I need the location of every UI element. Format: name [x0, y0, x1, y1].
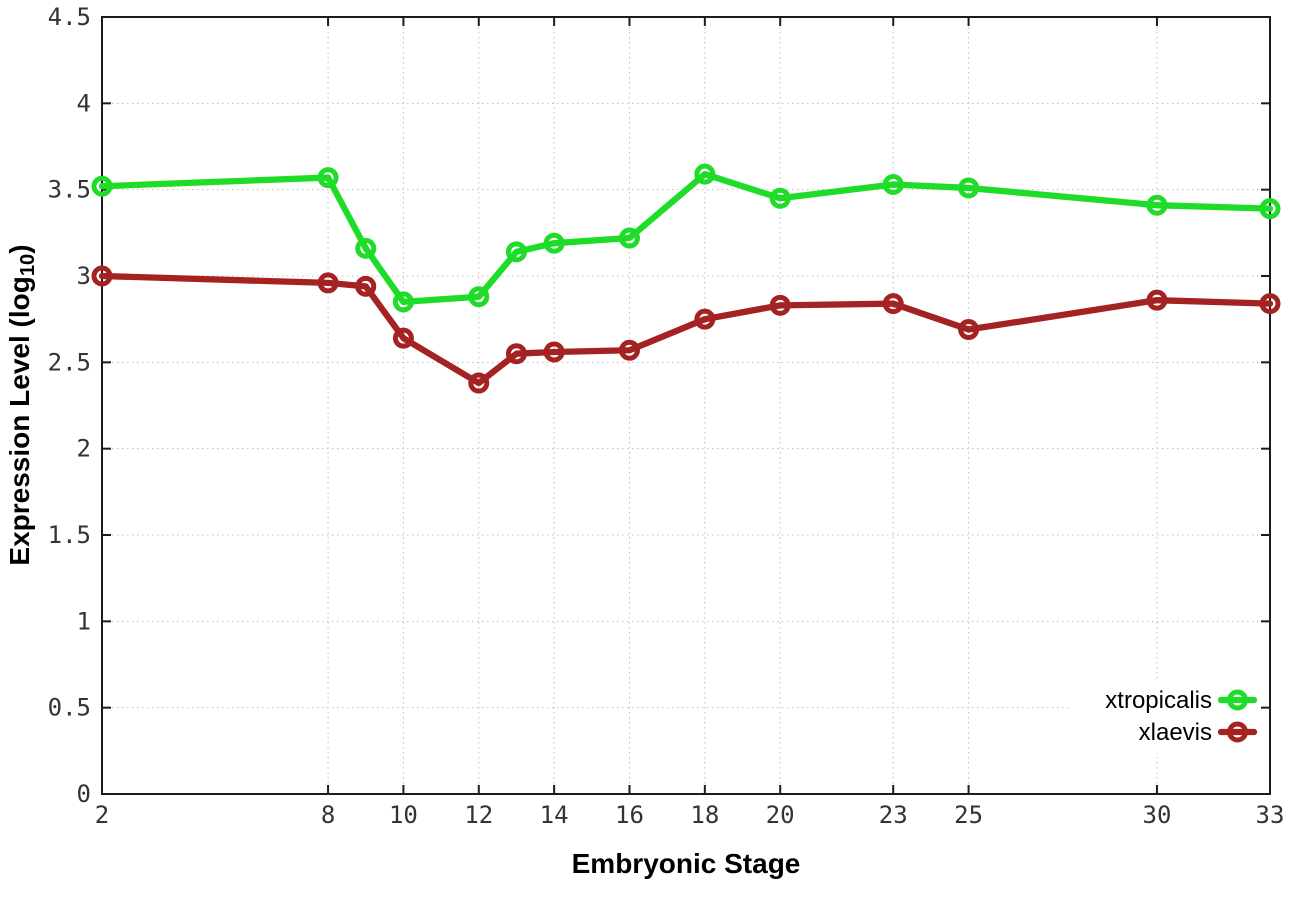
x-tick-label: 10 [389, 801, 418, 829]
x-tick-label: 25 [954, 801, 983, 829]
y-tick-label: 1 [77, 607, 91, 635]
data-point-xlaevis [618, 339, 640, 361]
data-point-xtropicalis [1146, 194, 1168, 216]
x-tick-label: 12 [464, 801, 493, 829]
y-axis-title-end: ) [3, 244, 35, 254]
series-line-xlaevis [98, 272, 1274, 387]
data-point-xlaevis [1259, 293, 1281, 315]
x-axis-title: Embryonic Stage [572, 848, 801, 880]
x-tick-label: 23 [879, 801, 908, 829]
y-axis-title-subscript: 10 [17, 253, 40, 277]
data-point-xlaevis [694, 308, 716, 330]
y-tick-label: 3.5 [48, 176, 91, 204]
y-tick-label: 0.5 [48, 694, 91, 722]
series-line-xtropicalis [98, 170, 1274, 306]
x-tick-label: 30 [1143, 801, 1172, 829]
x-tick-label: 20 [766, 801, 795, 829]
x-tick-label: 8 [321, 801, 335, 829]
data-point-xtropicalis [958, 177, 980, 199]
data-point-xlaevis [317, 272, 339, 294]
data-point-xlaevis [958, 319, 980, 341]
data-point-xlaevis [505, 343, 527, 365]
y-axis-title: Expression Level (log10) [4, 244, 40, 565]
y-tick-label: 3 [77, 262, 91, 290]
legend-sample-marker-xlaevis [1227, 721, 1248, 743]
legend-label-xlaevis: xlaevis [1139, 719, 1212, 746]
data-point-xlaevis [543, 341, 565, 363]
y-tick-label: 4.5 [48, 3, 91, 31]
x-tick-label: 33 [1256, 801, 1285, 829]
y-tick-label: 0 [77, 780, 91, 808]
legend-sample-marker-xtropicalis [1227, 689, 1248, 711]
y-tick-label: 1.5 [48, 521, 91, 549]
data-point-xlaevis [468, 372, 490, 394]
data-point-xtropicalis [543, 232, 565, 254]
data-point-xtropicalis [618, 227, 640, 249]
plot-border [101, 16, 1271, 795]
y-tick-label: 2 [77, 435, 91, 463]
data-point-xtropicalis [882, 173, 904, 195]
data-point-xtropicalis [91, 175, 113, 197]
data-point-xtropicalis [769, 187, 791, 209]
data-point-xlaevis [1146, 289, 1168, 311]
data-point-xlaevis [769, 294, 791, 316]
data-point-xlaevis [882, 293, 904, 315]
legend-label-xtropicalis: xtropicalis [1105, 687, 1212, 714]
x-tick-label: 16 [615, 801, 644, 829]
data-point-xtropicalis [468, 286, 490, 308]
y-tick-label: 2.5 [48, 348, 91, 376]
data-point-xtropicalis [505, 241, 527, 263]
data-point-xlaevis [392, 327, 414, 349]
data-point-xlaevis [355, 275, 377, 297]
x-tick-label: 2 [95, 801, 109, 829]
data-point-xtropicalis [1259, 198, 1281, 220]
data-point-xlaevis [91, 265, 113, 287]
data-point-xtropicalis [694, 163, 716, 185]
y-tick-label: 4 [77, 89, 91, 117]
x-tick-label: 14 [540, 801, 569, 829]
x-axis-title-text: Embryonic Stage [571, 848, 801, 879]
data-point-xtropicalis [317, 167, 339, 189]
x-tick-label: 18 [690, 801, 719, 829]
legend-background [1072, 679, 1260, 753]
y-axis-title-main: Expression Level (log [3, 276, 35, 566]
data-point-xtropicalis [392, 291, 414, 313]
data-point-xtropicalis [355, 237, 377, 259]
